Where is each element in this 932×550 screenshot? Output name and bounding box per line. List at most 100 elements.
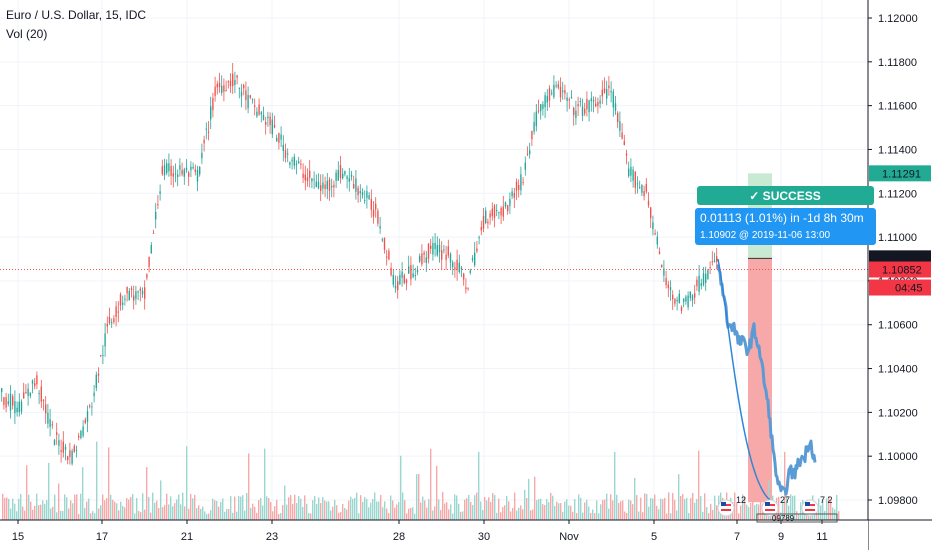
candle-body [282, 144, 284, 151]
volume-bar [194, 494, 196, 520]
volume-bar [284, 485, 286, 520]
price-axis[interactable]: 1.12000 1.11800 1.11600 1.11400 1.11200 1.110… [867, 0, 932, 550]
candle-body [485, 210, 487, 224]
volume-bar [318, 497, 320, 520]
candle-body [293, 156, 295, 166]
symbol-title[interactable]: Euro / U.S. Dollar, 15, IDC [6, 8, 147, 22]
volume-bar [544, 505, 546, 520]
volume-bar [504, 505, 506, 520]
candle-body [12, 396, 14, 406]
candle-body [7, 401, 9, 404]
candle-body [269, 116, 271, 126]
candle-body [218, 83, 221, 88]
volume-bar [510, 511, 512, 520]
volume-bar [78, 513, 80, 520]
time-axis[interactable]: 15 17 21 23 28 30 Nov 5 7 9 11 [0, 519, 932, 550]
volume-bar [566, 499, 568, 520]
volume-bar [106, 498, 108, 520]
volume-bar [150, 512, 152, 520]
candle-body [617, 112, 619, 123]
volume-bar [696, 498, 698, 520]
volume-bar [672, 492, 674, 520]
volume-bars [2, 441, 840, 520]
volume-bar [634, 477, 636, 520]
candle-body [148, 256, 150, 267]
economic-events[interactable]: 12 27 7 2 09789 [717, 495, 838, 523]
volume-bar [480, 501, 482, 520]
volume-bar [518, 507, 520, 520]
candle-body [458, 262, 460, 273]
candle-body [284, 150, 287, 158]
volume-bar [410, 508, 412, 520]
volume-bar [188, 508, 190, 520]
volume-bar [90, 513, 92, 520]
volume-bar [6, 497, 8, 520]
prediction-change: 0.01113 (1.01%) in -1d 8h 30m [700, 211, 864, 225]
volume-bar [642, 512, 644, 520]
volume-bar [154, 502, 156, 520]
volume-indicator-label[interactable]: Vol (20) [6, 27, 48, 41]
candle-body [603, 88, 606, 93]
volume-bar [516, 510, 518, 520]
volume-bar [412, 507, 414, 520]
volume-bar [606, 493, 608, 520]
volume-bar [356, 492, 358, 520]
candle-body [471, 258, 474, 261]
candle-body [320, 185, 322, 191]
volume-bar [112, 499, 114, 520]
event-box [756, 513, 838, 523]
volume-bar [780, 512, 782, 520]
volume-bar [624, 511, 626, 520]
candle-body [157, 204, 159, 206]
prediction-callout[interactable]: ✓ SUCCESS 0.01113 (1.01%) in -1d 8h 30m 1.… [695, 186, 876, 245]
candle-body [315, 181, 317, 188]
candle-body [441, 250, 443, 260]
candle-body [476, 248, 478, 252]
volume-bar [300, 498, 302, 520]
volume-bar [162, 507, 164, 520]
candle-body [353, 184, 355, 189]
volume-bar [74, 494, 76, 520]
candle-body [271, 119, 273, 135]
candle-body [205, 128, 207, 130]
volume-bar [350, 496, 352, 520]
time-tick-label: 17 [96, 531, 108, 543]
candle-body [49, 419, 51, 428]
volume-bar [822, 498, 824, 520]
volume-bar [20, 493, 22, 520]
volume-bar [534, 476, 536, 520]
volume-bar [254, 506, 256, 520]
candle-body [333, 184, 335, 188]
volume-bar [228, 509, 230, 520]
volume-bar [64, 494, 66, 520]
volume-bar [712, 509, 714, 520]
volume-bar [36, 493, 38, 520]
candle-body [212, 98, 214, 111]
candle-body [64, 446, 67, 450]
candle-body [267, 116, 269, 118]
volume-bar [394, 507, 396, 520]
volume-bar [324, 500, 326, 520]
volume-bar [492, 493, 494, 520]
candle-body [625, 153, 628, 156]
volume-bar [512, 507, 514, 520]
candle-body [80, 430, 82, 439]
volume-bar [628, 499, 630, 520]
volume-bar [494, 495, 496, 520]
flag-canton [765, 502, 770, 506]
volume-bar [666, 513, 668, 520]
volume-bar [334, 499, 336, 520]
volume-bar [72, 503, 74, 520]
volume-bar [360, 495, 362, 520]
volume-bar [338, 512, 340, 520]
candle-body [27, 388, 29, 396]
candle-body [86, 411, 89, 422]
candle-body [520, 174, 522, 191]
candle-body [480, 226, 482, 231]
candle-body [680, 306, 683, 312]
volume-bar [632, 504, 634, 520]
candle-body [221, 85, 223, 93]
candle-body [146, 274, 148, 278]
volume-bar [396, 504, 398, 520]
